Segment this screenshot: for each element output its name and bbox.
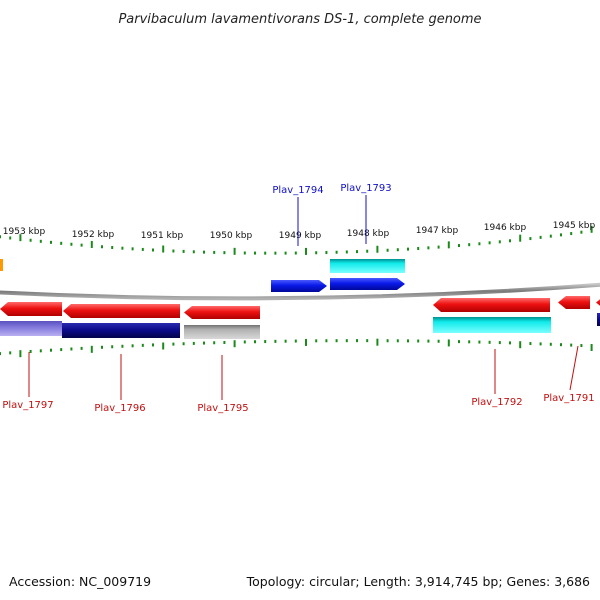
tick-label: 1946 kbp bbox=[484, 223, 527, 233]
tick-label: 1949 kbp bbox=[279, 231, 322, 241]
gene-leader-line bbox=[569, 345, 579, 391]
map-title: Parvibaculum lavamentivorans DS-1, compl… bbox=[118, 12, 481, 27]
gene-label-plav-1795[interactable]: Plav_1795 bbox=[197, 403, 248, 414]
gene-feature-plav-1797[interactable] bbox=[0, 321, 62, 336]
gene-arrow-plav-1791[interactable] bbox=[558, 296, 590, 309]
gene-arrow-plav-1794[interactable] bbox=[271, 280, 327, 292]
accession-text: Accession: NC_009719 bbox=[9, 574, 151, 589]
tick-label: 1952 kbp bbox=[72, 230, 115, 240]
tick-label: 1950 kbp bbox=[210, 231, 253, 241]
gene-arrow-fragment-right[interactable] bbox=[596, 296, 600, 309]
topology-summary: Topology: circular; Length: 3,914,745 bp… bbox=[246, 574, 590, 589]
gene-label-plav-1792[interactable]: Plav_1792 bbox=[471, 397, 522, 408]
genes-bottom-strand bbox=[0, 296, 600, 339]
gene-arrow-plav-1796[interactable] bbox=[63, 304, 180, 318]
gene-labels: Plav_1797 Plav_1796 Plav_1795 Plav_1794 Plav… bbox=[2, 183, 594, 414]
gene-arrow-plav-1793[interactable] bbox=[330, 278, 405, 290]
gene-fragment-left[interactable] bbox=[0, 259, 3, 271]
gene-feature-plav-1792[interactable] bbox=[433, 317, 551, 333]
tick-label: 1947 kbp bbox=[416, 226, 459, 236]
gene-label-plav-1796[interactable]: Plav_1796 bbox=[94, 403, 145, 414]
gene-arrow-plav-1795[interactable] bbox=[184, 306, 260, 319]
gene-arrow-plav-1792[interactable] bbox=[433, 298, 550, 312]
tick-label: 1953 kbp bbox=[3, 227, 46, 237]
gene-feature-fragment-right[interactable] bbox=[597, 313, 600, 326]
gene-feature-plav-1793[interactable] bbox=[330, 259, 405, 273]
gene-label-plav-1797[interactable]: Plav_1797 bbox=[2, 400, 53, 411]
genome-backbone bbox=[0, 282, 600, 301]
gene-label-plav-1791[interactable]: Plav_1791 bbox=[543, 393, 594, 404]
tick-labels: 1953 kbp 1952 kbp 1951 kbp 1950 kbp 1949 kbp… bbox=[3, 221, 596, 241]
gene-label-plav-1794[interactable]: Plav_1794 bbox=[272, 185, 323, 196]
gene-arrow-plav-1797[interactable] bbox=[0, 302, 62, 316]
gene-feature-plav-1796[interactable] bbox=[62, 323, 180, 338]
tick-label: 1945 kbp bbox=[553, 221, 596, 231]
tick-marks-bottom bbox=[0, 338, 593, 358]
genes-top-strand bbox=[0, 259, 405, 292]
gene-label-plav-1793[interactable]: Plav_1793 bbox=[340, 183, 391, 194]
tick-label: 1948 kbp bbox=[347, 229, 390, 239]
tick-marks-top bbox=[0, 225, 593, 255]
tick-label: 1951 kbp bbox=[141, 231, 184, 241]
gene-feature-plav-1795[interactable] bbox=[184, 325, 260, 339]
